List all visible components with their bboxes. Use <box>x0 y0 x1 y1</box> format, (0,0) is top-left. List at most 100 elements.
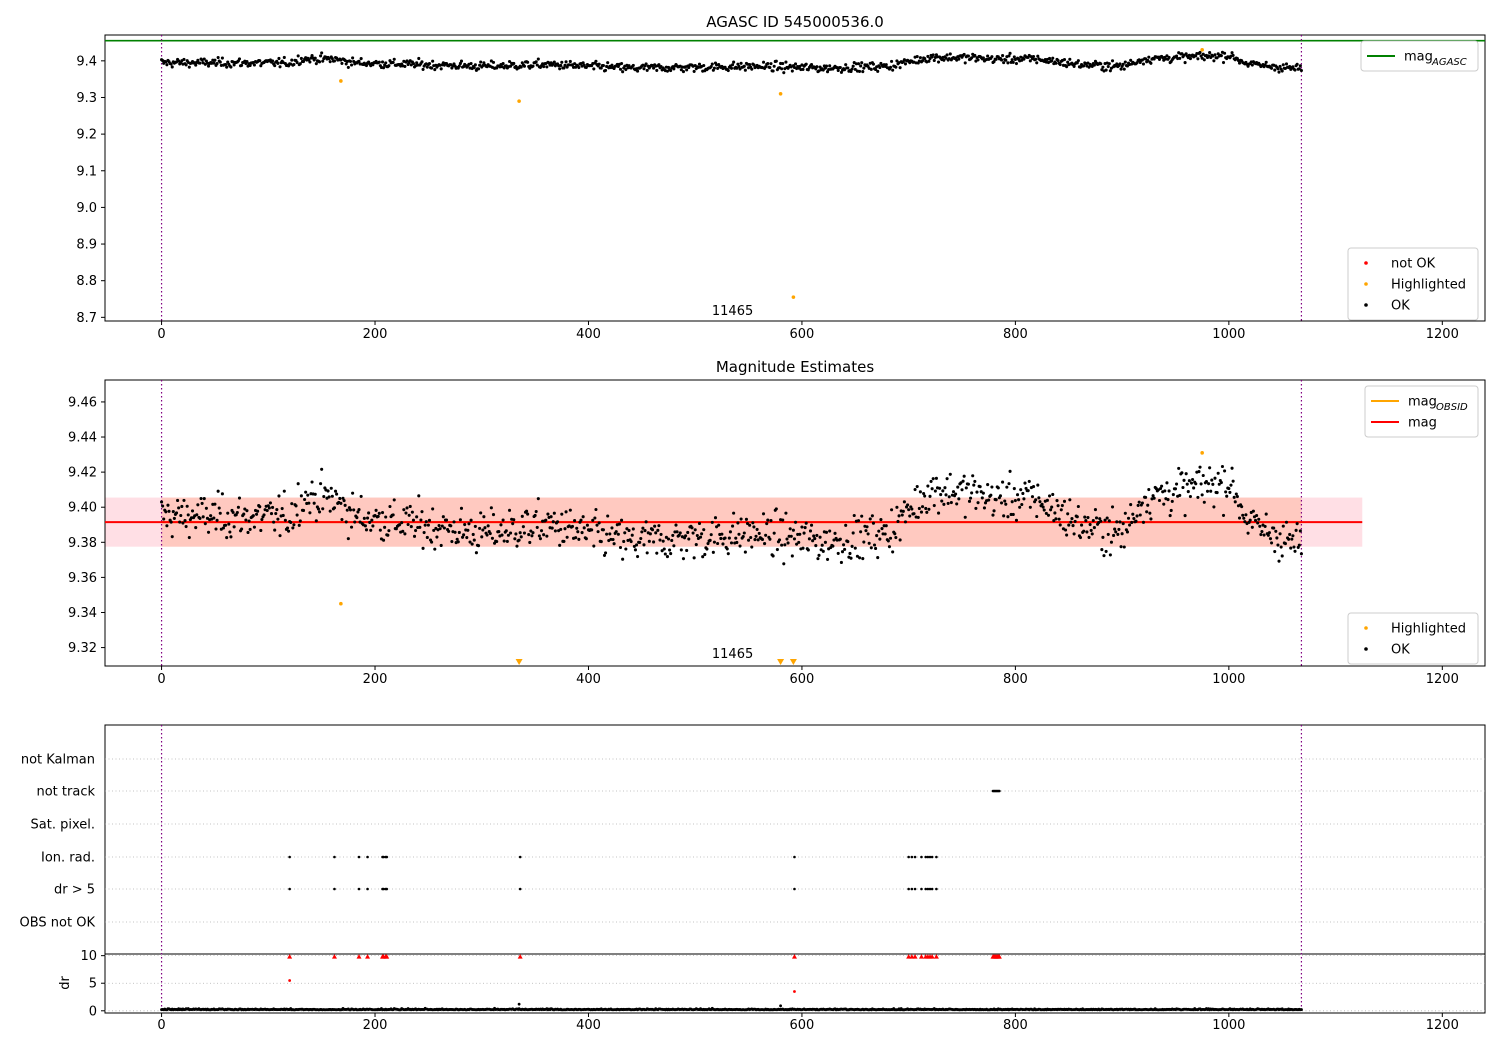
ok-point <box>1141 62 1146 66</box>
x-tick-label: 1000 <box>1212 327 1245 342</box>
y-tick-label: 9.32 <box>68 641 97 656</box>
ok-point <box>1165 481 1169 485</box>
ok-point <box>932 503 936 508</box>
ok-point <box>919 510 924 514</box>
ok-point <box>1294 528 1298 532</box>
ok-point <box>1198 50 1202 55</box>
ok-point <box>917 506 921 511</box>
ok-point <box>695 533 699 538</box>
ok-point <box>1297 67 1301 71</box>
ok-point <box>801 546 805 550</box>
ok-point <box>732 511 736 515</box>
ok-point <box>529 529 533 533</box>
ok-point <box>1110 59 1115 63</box>
ok-point <box>636 554 640 559</box>
ok-point <box>1057 517 1061 521</box>
ok-point <box>392 498 396 502</box>
ok-point <box>292 523 296 527</box>
ok-point <box>330 494 334 498</box>
ok-point <box>184 63 188 67</box>
ok-point <box>1253 518 1258 522</box>
ok-point <box>206 530 211 534</box>
ok-point <box>1178 493 1182 497</box>
ok-point <box>455 537 459 541</box>
ok-point <box>1188 494 1192 499</box>
ok-point <box>362 516 366 520</box>
ok-point <box>1118 62 1122 66</box>
ok-point <box>882 524 886 528</box>
ok-point <box>282 489 286 493</box>
ok-point <box>795 542 799 546</box>
ok-point <box>1258 524 1262 528</box>
ok-point <box>539 529 544 533</box>
ok-point <box>742 531 746 535</box>
ok-point <box>1260 529 1264 534</box>
ok-point <box>849 556 853 560</box>
ok-point <box>485 533 489 537</box>
dr-axis-label: dr <box>58 976 73 990</box>
ok-point <box>772 64 776 68</box>
ok-point <box>568 59 572 63</box>
ok-point <box>415 515 419 519</box>
ok-point <box>1008 51 1012 55</box>
ok-point <box>1091 518 1095 523</box>
ok-point <box>647 539 651 543</box>
ok-point <box>726 68 730 73</box>
ok-point <box>672 67 676 71</box>
ok-point <box>338 496 342 500</box>
ok-point <box>903 62 908 66</box>
ok-points <box>160 50 1303 75</box>
ok-point <box>738 67 742 71</box>
ok-point <box>660 549 664 553</box>
ok-point <box>349 525 354 529</box>
ok-point <box>212 61 216 65</box>
ok-point <box>1123 511 1127 515</box>
ok-point <box>594 507 598 512</box>
ok-point <box>956 485 960 489</box>
ok-point <box>801 67 805 71</box>
ok-point <box>411 518 415 522</box>
ok-point <box>294 504 298 508</box>
ok-point <box>178 520 182 524</box>
legend-box <box>1364 385 1479 438</box>
ok-point <box>459 59 464 63</box>
ok-point <box>1248 518 1252 522</box>
ok-point <box>1295 522 1299 526</box>
ok-point <box>1147 55 1151 59</box>
ok-point <box>748 63 752 67</box>
highlighted-point <box>778 92 783 96</box>
ok-point <box>957 497 961 501</box>
ok-point <box>1212 505 1216 509</box>
ok-point <box>298 519 302 523</box>
ok-point <box>308 60 312 64</box>
ok-point <box>631 527 635 531</box>
ok-point <box>880 527 884 531</box>
ok-point <box>618 545 623 550</box>
ok-point <box>1082 529 1086 533</box>
ok-point <box>697 62 702 66</box>
flag-point <box>920 887 923 891</box>
ok-point <box>538 537 543 541</box>
ok-point <box>1012 487 1016 491</box>
flag-point <box>518 887 522 891</box>
ok-point <box>710 520 714 524</box>
ok-point <box>473 524 477 528</box>
ok-point <box>1093 508 1097 512</box>
ok-point <box>1108 69 1112 73</box>
ok-point <box>216 55 220 60</box>
flag-point <box>907 855 910 859</box>
ok-point <box>609 66 613 70</box>
ok-point <box>839 560 843 564</box>
ok-point <box>1162 502 1166 506</box>
ok-point <box>271 505 275 510</box>
ok-point <box>806 68 810 72</box>
ok-point <box>918 56 922 60</box>
ok-point <box>278 534 282 538</box>
ok-point <box>1028 505 1032 509</box>
ok-point <box>1006 61 1010 65</box>
ok-point <box>1002 514 1006 518</box>
ok-point <box>570 524 575 528</box>
ok-point <box>404 511 408 515</box>
ok-point <box>1066 512 1070 516</box>
ok-point <box>452 520 456 524</box>
